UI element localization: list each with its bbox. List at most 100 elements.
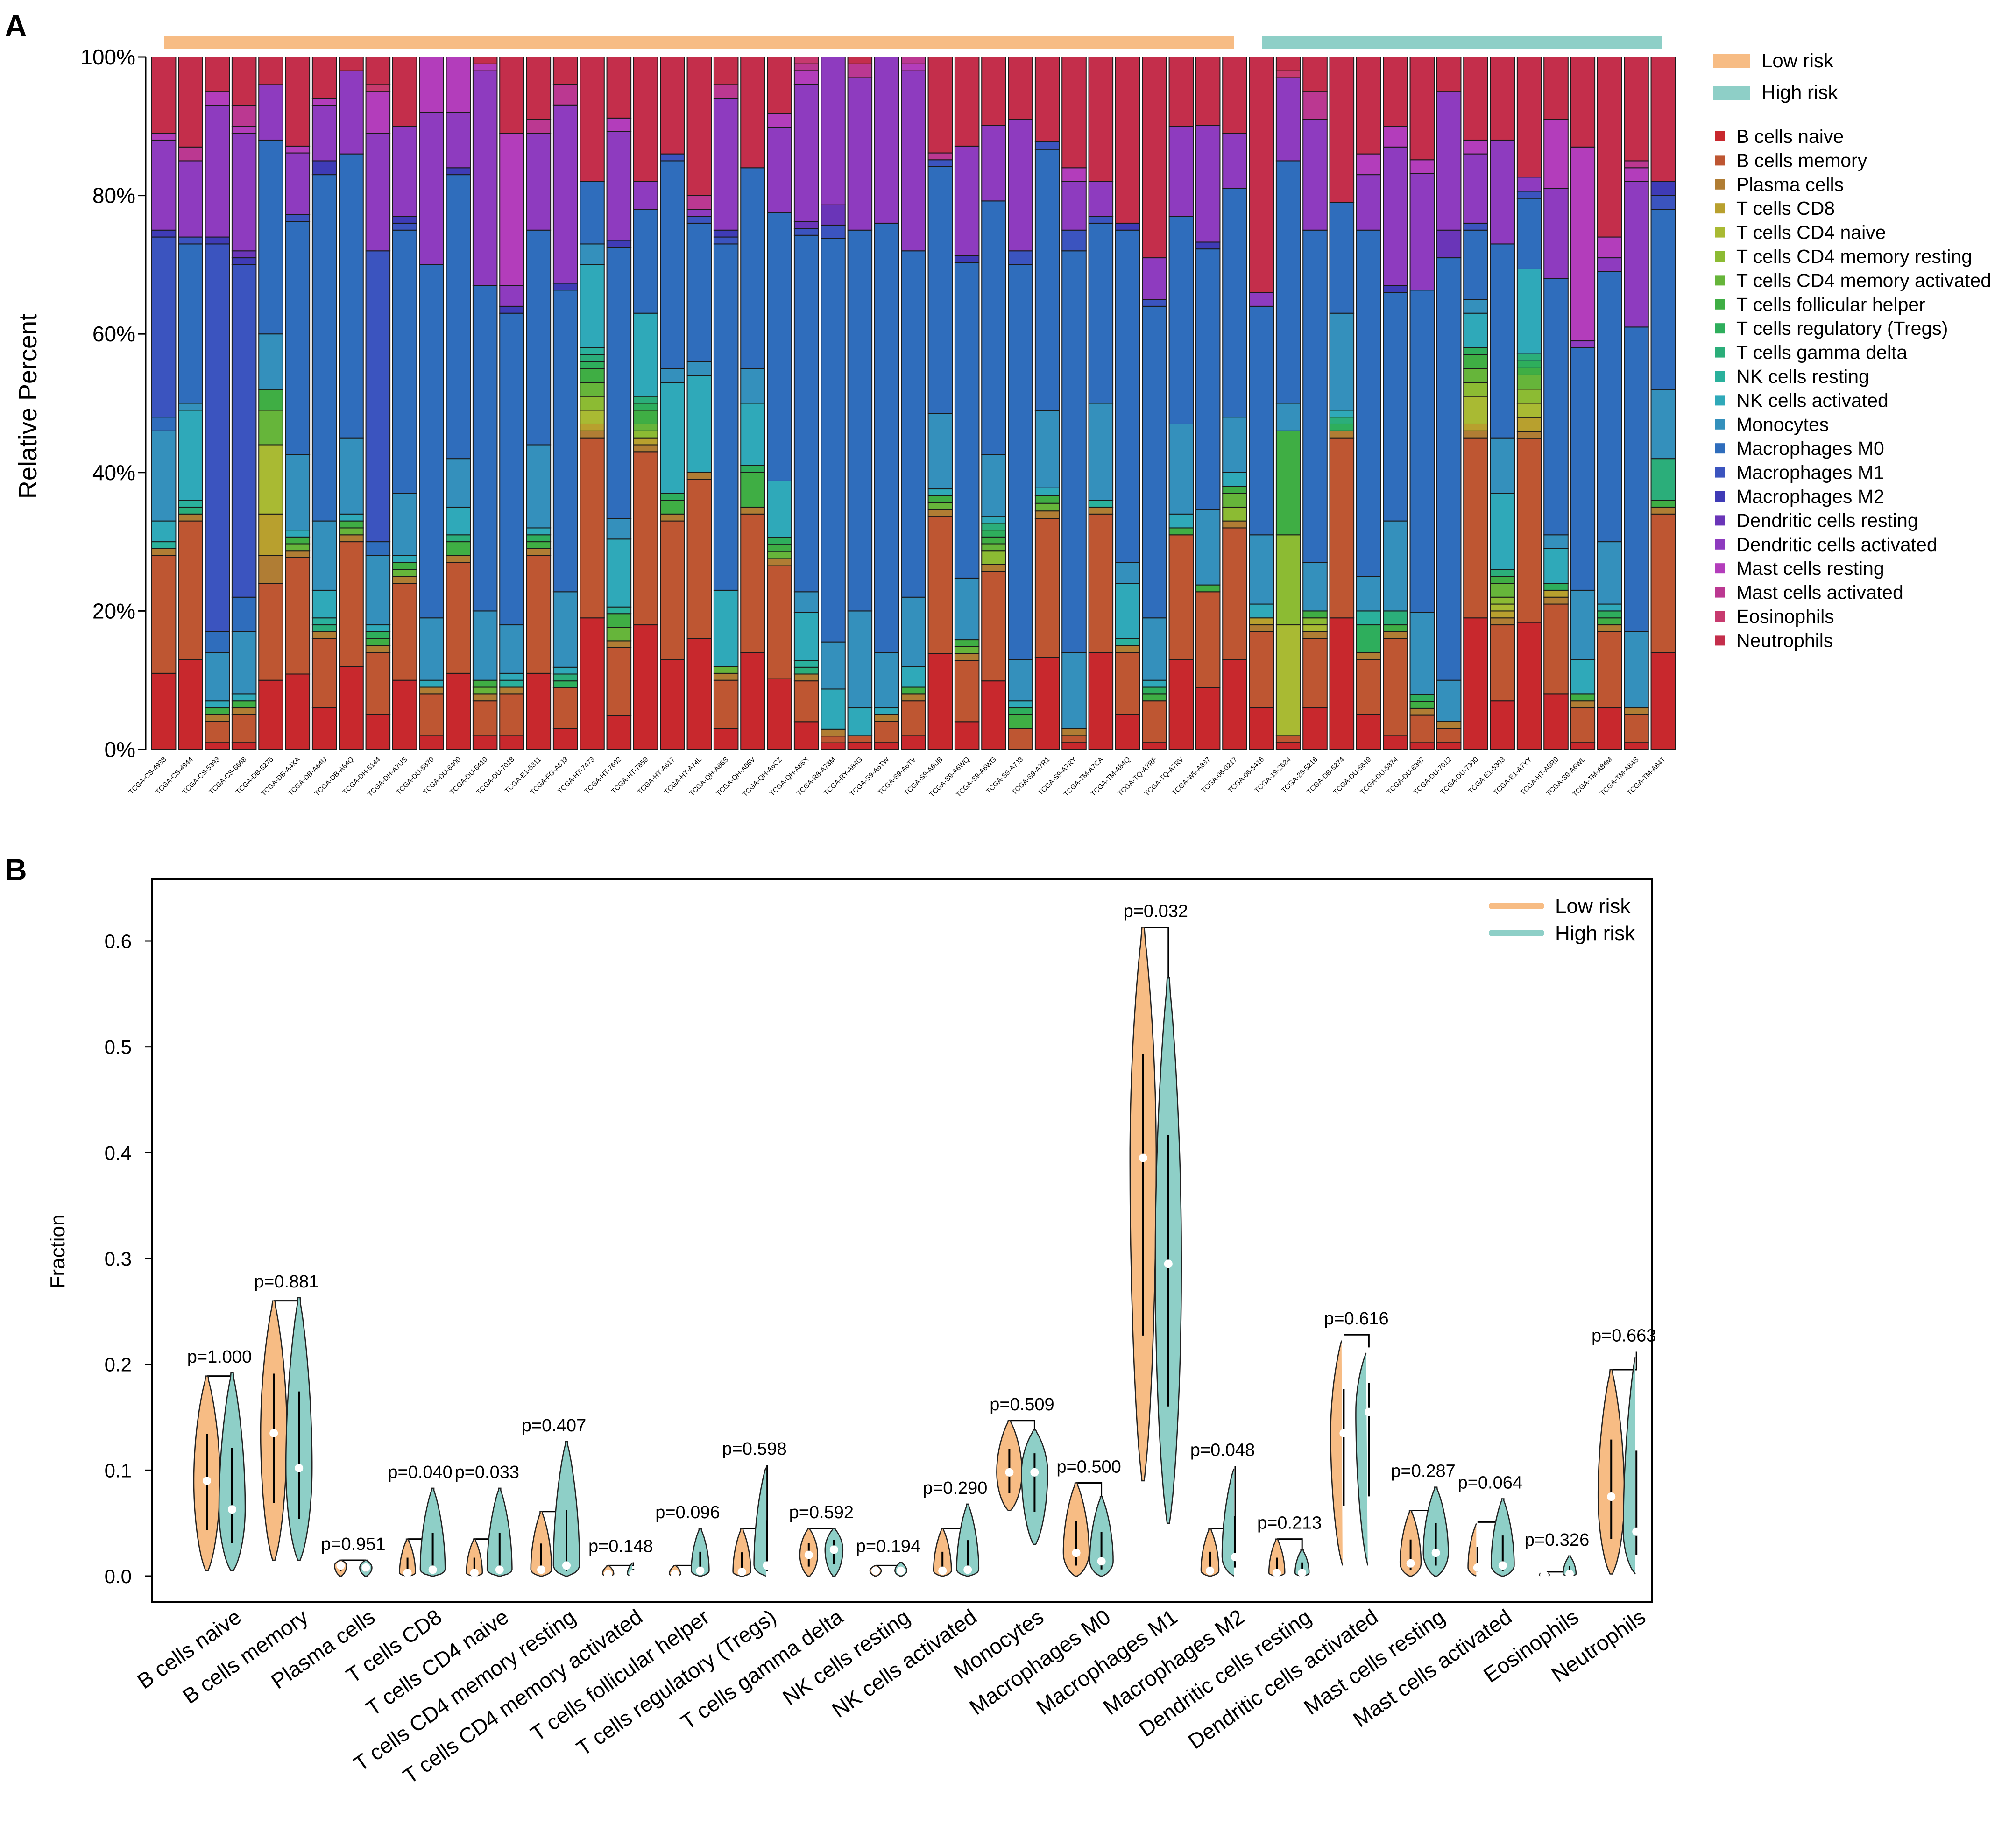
bar-segment-b-cells-naive — [954, 721, 980, 750]
median-high-risk — [228, 1505, 236, 1514]
bar-segment-t-cells-follicular-helper — [1409, 701, 1435, 709]
bar-segment-b-cells-memory — [1409, 714, 1435, 743]
bar-segment-monocytes — [981, 454, 1006, 517]
bar-segment-t-cells-cd4-memory-activated — [285, 543, 311, 552]
bar-segment-monocytes — [1115, 562, 1140, 584]
bar-segment-macrophages-m1 — [151, 236, 177, 418]
bar-segment-nk-cells-resting — [499, 679, 524, 688]
bar-segment-dendritic-cells-activated — [606, 131, 632, 241]
bar-segment-dendritic-cells-activated — [1383, 146, 1408, 286]
bar-segment-nk-cells-activated — [1168, 513, 1194, 529]
bar-segment-nk-cells-resting — [580, 347, 605, 355]
legend-swatch-b-cells-naive — [1715, 131, 1725, 141]
significance-bracket — [1143, 927, 1169, 978]
bar-segment-macrophages-m0 — [954, 262, 980, 579]
bar-segment-t-cells-follicular-helper — [1490, 576, 1515, 584]
bar-segment-macrophages-m2 — [552, 283, 578, 291]
bar-segment-t-cells-cd4-memory-activated — [1222, 493, 1247, 508]
bar-segment-b-cells-memory — [285, 557, 311, 675]
bar-tcga-cs-4938 — [151, 57, 177, 750]
legend-label-nk-cells-activated: NK cells activated — [1736, 389, 1889, 411]
bar-segment-macrophages-m0 — [1543, 278, 1569, 536]
significance-bracket — [207, 1372, 233, 1377]
bar-segment-macrophages-m0 — [258, 139, 283, 335]
bar-segment-b-cells-memory — [660, 520, 685, 660]
bar-segment-b-cells-memory — [1088, 513, 1114, 653]
bar-segment-t-cells-follicular-helper — [339, 520, 364, 529]
violin-pair-nk-cells-activated: p=0.290 — [923, 1478, 987, 1577]
bar-segment-plasma-cells — [339, 534, 364, 543]
bar-tcga-db-a4xa — [285, 57, 311, 750]
median-low-risk — [1139, 1153, 1147, 1162]
bar-segment-b-cells-naive — [793, 721, 819, 750]
bar-segment-b-cells-memory — [580, 437, 605, 619]
bar-segment-t-cells-regulatory-tregs — [1142, 686, 1167, 695]
bar-segment-macrophages-m1 — [231, 264, 257, 598]
median-high-risk — [1365, 1407, 1373, 1416]
p-value-label: p=0.881 — [254, 1272, 318, 1292]
bar-segment-t-cells-follicular-helper — [1034, 495, 1060, 504]
bar-tcga-db-a64u — [311, 57, 337, 750]
median-low-risk — [336, 1561, 345, 1570]
bar-segment-b-cells-memory — [713, 679, 739, 729]
bar-segment-monocytes — [1061, 652, 1087, 729]
bar-segment-b-cells-memory — [526, 555, 552, 674]
bar-segment-b-cells-naive — [392, 679, 417, 750]
panel-b-y-tick-label: 0.0 — [105, 1565, 132, 1587]
violin-pair-b-cells-memory: p=0.881 — [254, 1272, 318, 1561]
bar-segment-macrophages-m2 — [311, 160, 337, 176]
bar-segment-nk-cells-activated — [580, 264, 605, 348]
bar-segment-mast-cells-activated — [231, 105, 257, 127]
bar-segment-t-cells-cd4-memory-resting — [580, 396, 605, 411]
bar-segment-macrophages-m0 — [231, 596, 257, 632]
bar-segment-dendritic-cells-activated — [1463, 153, 1488, 224]
p-value-label: p=0.096 — [655, 1503, 720, 1522]
panel-a-stacked-bar-chart: Relative Percent 0% 20% 40% 60% 80% 100% TCGA… — [14, 36, 1991, 799]
bar-segment-nk-cells-activated — [151, 520, 177, 543]
bar-segment-b-cells-memory — [1516, 438, 1542, 623]
bar-segment-monocytes — [419, 617, 444, 681]
bar-segment-b-cells-naive — [1168, 659, 1194, 750]
bar-segment-t-cells-cd8 — [1490, 610, 1515, 619]
bar-segment-macrophages-m1 — [1142, 299, 1167, 307]
bar-segment-b-cells-memory — [686, 479, 712, 639]
bar-segment-b-cells-naive — [1543, 693, 1569, 750]
bar-segment-neutrophils — [1383, 57, 1408, 127]
bar-segment-b-cells-memory — [874, 721, 899, 743]
panel-a-sample-labels: TCGA-CS-4938TCGA-CS-4944TCGA-CS-5393TCGA… — [127, 755, 1668, 799]
violin-low-risk — [399, 1538, 416, 1577]
bar-segment-macrophages-m1 — [793, 228, 819, 236]
bar-segment-dendritic-cells-activated — [205, 105, 230, 238]
bar-segment-t-cells-follicular-helper — [392, 562, 417, 570]
panel-b-label: B — [5, 852, 27, 887]
bar-segment-b-cells-naive — [1650, 652, 1676, 750]
bar-segment-b-cells-naive — [1034, 657, 1060, 750]
legend-label-t-cells-gamma-delta: T cells gamma delta — [1736, 342, 1907, 363]
bar-segment-b-cells-memory — [767, 565, 792, 679]
bar-segment-mast-cells-resting — [205, 91, 230, 106]
p-value-label: p=0.048 — [1190, 1440, 1255, 1460]
bar-segment-monocytes — [178, 403, 203, 411]
legend-label-t-cells-regulatory-tregs: T cells regulatory (Tregs) — [1736, 318, 1948, 339]
bar-segment-nk-cells-activated — [178, 410, 203, 501]
bar-segment-macrophages-m2 — [1115, 222, 1140, 231]
bar-segment-plasma-cells — [1650, 506, 1676, 515]
bar-segment-macrophages-m0 — [1570, 347, 1596, 591]
bar-segment-neutrophils — [1329, 57, 1355, 203]
bar-segment-neutrophils — [205, 57, 230, 92]
bar-segment-macrophages-m0 — [526, 229, 552, 446]
bar-segment-macrophages-m1 — [392, 222, 417, 231]
bar-segment-t-cells-cd4-memory-resting — [1275, 534, 1301, 626]
bar-segment-b-cells-memory — [793, 680, 819, 723]
bar-segment-monocytes — [1008, 659, 1033, 702]
bar-segment-b-cells-memory — [311, 638, 337, 709]
bar-segment-monocytes — [740, 368, 765, 404]
bar-segment-dendritic-cells-resting — [821, 204, 846, 226]
bar-tcga-cs-4944 — [178, 57, 203, 750]
bar-segment-b-cells-memory — [1597, 631, 1622, 709]
bar-segment-t-cells-cd4-memory-activated — [1034, 502, 1060, 512]
panel-b-plot-frame — [151, 878, 1653, 1603]
bar-segment-b-cells-naive — [874, 742, 899, 750]
bar-tcga-tm-a84t — [1650, 57, 1676, 750]
bar-segment-neutrophils — [981, 57, 1006, 126]
